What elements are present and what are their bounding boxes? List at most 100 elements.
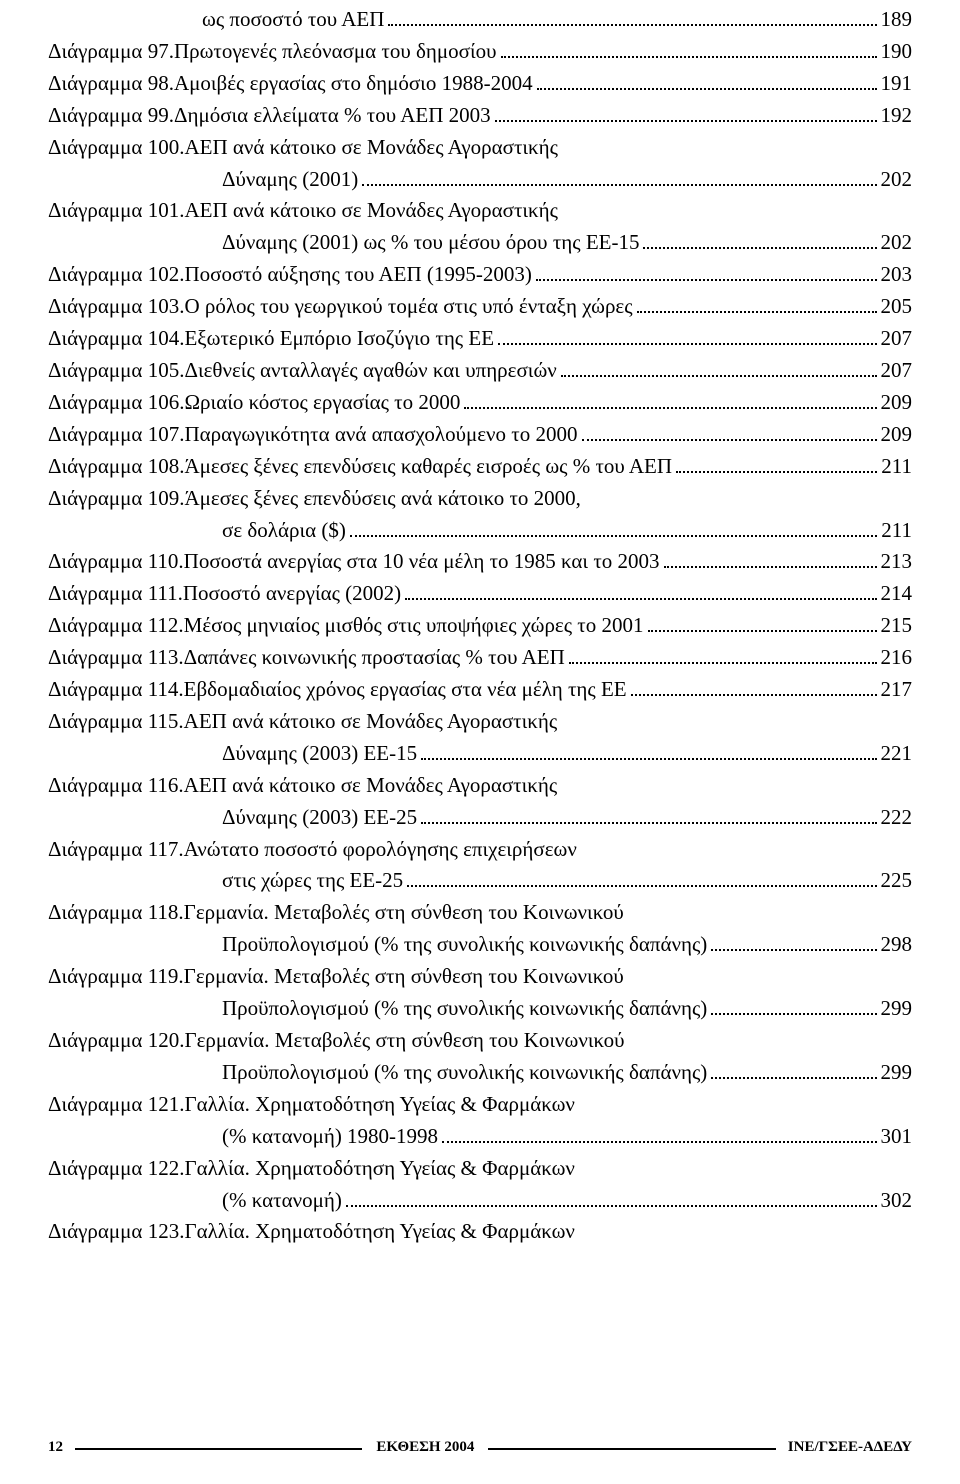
toc-entry: Διάγραμμα 111. Ποσοστό ανεργίας (2002)21… xyxy=(48,578,912,610)
toc-entry-continuation: Δύναμης (2001) ως % του μέσου όρου της Ε… xyxy=(48,227,912,259)
toc-entry-lead: Διάγραμμα 118. xyxy=(48,897,184,929)
toc-entry-page: 215 xyxy=(881,610,913,642)
toc-entry: Διάγραμμα 121. Γαλλία. Χρηματοδότηση Υγε… xyxy=(48,1089,912,1121)
toc-entry-lead: Διάγραμμα 102. xyxy=(48,259,184,291)
toc-entry-lead: Διάγραμμα 106. xyxy=(48,387,184,419)
toc-entry-continuation-text: Δύναμης (2001) ως % του μέσου όρου της Ε… xyxy=(222,227,639,259)
toc-leader-dots xyxy=(498,326,876,345)
toc-entry-title: Ανώτατο ποσοστό φορολόγησης επιχειρήσεων xyxy=(184,834,577,866)
toc-entry-title: Εβδομαδιαίος χρόνος εργασίας στα νέα μέλ… xyxy=(184,674,627,706)
toc-entry-lead: Διάγραμμα 115. xyxy=(48,706,184,738)
toc-entry-lead: Διάγραμμα 108. xyxy=(48,451,184,483)
toc-entry-lead: Διάγραμμα 98. xyxy=(48,68,174,100)
toc-entry-lead: Διάγραμμα 110. xyxy=(48,546,184,578)
toc-entry-page: 221 xyxy=(881,738,913,770)
toc-entry-page: 225 xyxy=(881,865,913,897)
toc-entry-lead: Διάγραμμα 121. xyxy=(48,1089,184,1121)
page-footer: 12 ΕΚΘΕΣΗ 2004 INE/ΓΣΕΕ-ΑΔΕΔΥ xyxy=(48,1439,912,1456)
toc-entry-lead: Διάγραμμα 120. xyxy=(48,1025,184,1057)
toc-leader-dots xyxy=(421,741,876,760)
toc-entry-title: Δαπάνες κοινωνικής προστασίας % του ΑΕΠ xyxy=(184,642,565,674)
page: ως ποσοστό του ΑΕΠ189Διάγραμμα 97. Πρωτο… xyxy=(0,0,960,1484)
toc-entry: Διάγραμμα 104. Εξωτερικό Εμπόριο Ισοζύγι… xyxy=(48,323,912,355)
toc-entry-page: 298 xyxy=(881,929,913,961)
toc-entry: Διάγραμμα 103. Ο ρόλος του γεωργικού τομ… xyxy=(48,291,912,323)
toc-entry: Διάγραμμα 105. Διεθνείς ανταλλαγές αγαθώ… xyxy=(48,355,912,387)
table-of-contents: ως ποσοστό του ΑΕΠ189Διάγραμμα 97. Πρωτο… xyxy=(48,0,912,1248)
toc-entry-title: Εξωτερικό Εμπόριο Ισοζύγιο της ΕΕ xyxy=(184,323,494,355)
toc-leader-dots xyxy=(664,550,877,569)
toc-leader-dots xyxy=(407,869,876,888)
toc-entry-lead: Διάγραμμα 116. xyxy=(48,770,184,802)
toc-entry-title: Παραγωγικότητα ανά απασχολούμενο το 2000 xyxy=(184,419,577,451)
toc-entry-continuation-text: (% κατανομή) xyxy=(222,1185,342,1217)
toc-entry-page: 190 xyxy=(881,36,913,68)
toc-entry-page: 207 xyxy=(881,323,913,355)
toc-entry-lead: Διάγραμμα 103. xyxy=(48,291,184,323)
toc-entry-continuation: Δύναμης (2003) ΕΕ-15221 xyxy=(48,738,912,770)
toc-entry-page: 192 xyxy=(881,100,913,132)
toc-entry-page: 189 xyxy=(881,4,913,36)
toc-entry-continuation: Δύναμης (2001) 202 xyxy=(48,164,912,196)
toc-entry: Διάγραμμα 107. Παραγωγικότητα ανά απασχο… xyxy=(48,419,912,451)
toc-entry-lead: Διάγραμμα 101. xyxy=(48,195,184,227)
toc-entry-title: ΑΕΠ ανά κάτοικο σε Μονάδες Αγοραστικής xyxy=(184,195,557,227)
toc-entry-lead: Διάγραμμα 111. xyxy=(48,578,183,610)
toc-leader-dots xyxy=(421,805,876,824)
toc-leader-dots xyxy=(711,932,876,951)
toc-leader-dots xyxy=(631,677,877,696)
toc-entry: Διάγραμμα 117. Ανώτατο ποσοστό φορολόγησ… xyxy=(48,834,912,866)
toc-entry-continuation-text: (% κατανομή) 1980-1998 xyxy=(222,1121,438,1153)
toc-entry: Διάγραμμα 112. Μέσος μηνιαίος μισθός στι… xyxy=(48,610,912,642)
toc-leader-dots xyxy=(643,230,876,249)
toc-entry-page: 202 xyxy=(881,164,913,196)
toc-leader-dots xyxy=(501,39,877,58)
toc-entry-lead: Διάγραμμα 109. xyxy=(48,483,184,515)
toc-entry-page: 202 xyxy=(881,227,913,259)
toc-entry-page: 209 xyxy=(881,419,913,451)
toc-entry-page: 205 xyxy=(881,291,913,323)
toc-entry-lead: Διάγραμμα 105. xyxy=(48,355,184,387)
toc-entry-page: 302 xyxy=(881,1185,913,1217)
footer-right-text: INE/ΓΣΕΕ-ΑΔΕΔΥ xyxy=(776,1439,912,1456)
toc-entry-page: 301 xyxy=(881,1121,913,1153)
toc-entry-title: Άμεσες ξένες επενδύσεις ανά κάτοικο το 2… xyxy=(184,483,580,515)
toc-entry-continuation-text: σε δολάρια ($) xyxy=(222,515,346,547)
toc-entry: Διάγραμμα 118. Γερμανία. Μεταβολές στη σ… xyxy=(48,897,912,929)
toc-leader-dots xyxy=(637,294,877,313)
toc-leader-dots xyxy=(536,262,877,281)
toc-entry: Διάγραμμα 99. Δημόσια ελλείματα % του ΑΕ… xyxy=(48,100,912,132)
toc-entry-page: 299 xyxy=(881,1057,913,1089)
toc-leader-dots xyxy=(405,581,876,600)
toc-entry-title: Ο ρόλος του γεωργικού τομέα στις υπό έντ… xyxy=(184,291,632,323)
toc-entry: Διάγραμμα 101. ΑΕΠ ανά κάτοικο σε Μονάδε… xyxy=(48,195,912,227)
toc-entry: Διάγραμμα 102. Ποσοστό αύξησης του ΑΕΠ (… xyxy=(48,259,912,291)
toc-entry-continuation: (% κατανομή) 1980-1998 301 xyxy=(48,1121,912,1153)
toc-entry-lead: Διάγραμμα 112. xyxy=(48,610,184,642)
toc-entry-page: 216 xyxy=(881,642,913,674)
toc-entry-title: ΑΕΠ ανά κάτοικο σε Μονάδες Αγοραστικής xyxy=(184,706,557,738)
toc-leader-dots xyxy=(561,358,877,377)
toc-entry-lead: Διάγραμμα 99. xyxy=(48,100,174,132)
toc-entry-title: Γαλλία. Χρηματοδότηση Υγείας & Φαρμάκων xyxy=(184,1216,574,1248)
toc-entry-title: Αμοιβές εργασίας στο δημόσιο 1988-2004 xyxy=(174,68,533,100)
toc-entry-continuation-text: Προϋπολογισμού (% της συνολικής κοινωνικ… xyxy=(222,993,707,1025)
toc-entry: Διάγραμμα 100. ΑΕΠ ανά κάτοικο σε Μονάδε… xyxy=(48,132,912,164)
toc-entry-page: 214 xyxy=(881,578,913,610)
toc-entry-continuation-text: Δύναμης (2003) ΕΕ-25 xyxy=(222,802,417,834)
toc-entry-lead: Διάγραμμα 114. xyxy=(48,674,184,706)
toc-entry-title: Άμεσες ξένες επενδύσεις καθαρές εισροές … xyxy=(184,451,672,483)
toc-entry-lead: Διάγραμμα 104. xyxy=(48,323,184,355)
toc-entry-page: 222 xyxy=(881,802,913,834)
toc-entry-page: 209 xyxy=(881,387,913,419)
toc-entry-page: 299 xyxy=(881,993,913,1025)
toc-entry-continuation: (% κατανομή) 302 xyxy=(48,1185,912,1217)
toc-leader-dots xyxy=(388,7,876,26)
toc-leader-dots xyxy=(442,1124,876,1143)
toc-entry: Διάγραμμα 98. Αμοιβές εργασίας στο δημόσ… xyxy=(48,68,912,100)
toc-leader-dots xyxy=(582,422,877,441)
toc-entry-page: 211 xyxy=(881,451,912,483)
toc-entry-continuation-text: Δύναμης (2001) xyxy=(222,164,358,196)
toc-leader-dots xyxy=(711,996,876,1015)
toc-entry-title: Γερμανία. Μεταβολές στη σύνθεση του Κοιν… xyxy=(184,1025,624,1057)
